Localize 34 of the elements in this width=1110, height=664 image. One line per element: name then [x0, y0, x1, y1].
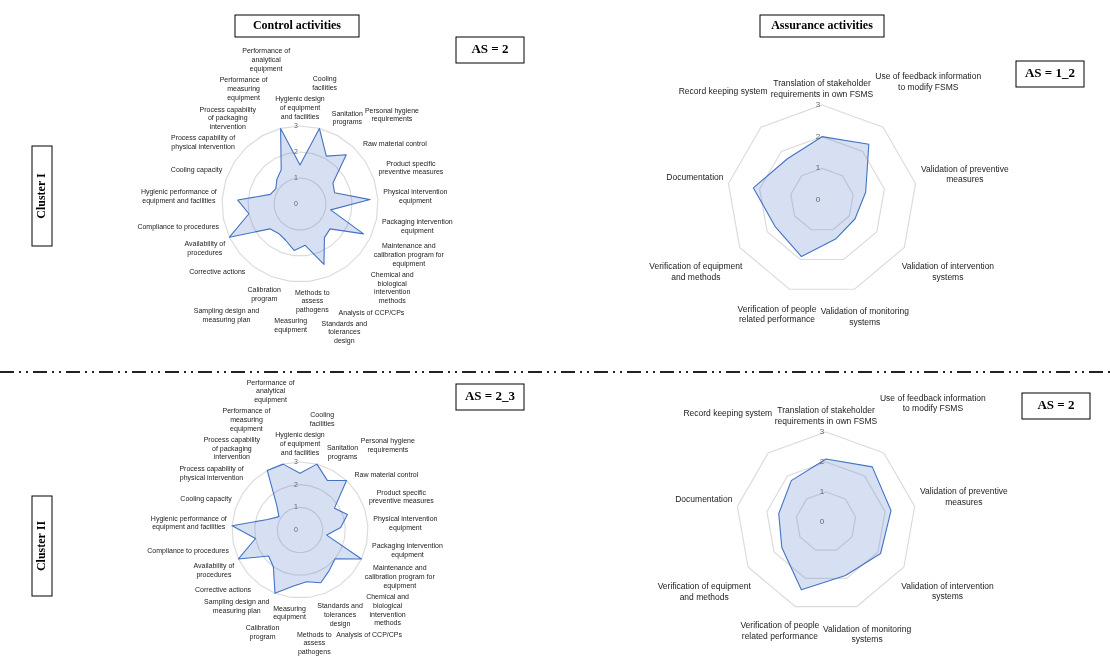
- y-tick-label: 2: [815, 131, 821, 141]
- text: AS = 2: [1037, 396, 1075, 412]
- y-tick-label: 3: [815, 100, 821, 110]
- y-tick-label: 0: [819, 517, 825, 527]
- spoke-label: Validation of preventive measures: [920, 486, 1009, 508]
- spoke-label: Validation of intervention systems: [901, 581, 995, 602]
- spoke-label: Verification of equipment and methods: [657, 581, 752, 602]
- text: AS = 1_2: [1024, 64, 1076, 80]
- chart-title: Assurance activities: [771, 17, 874, 32]
- spoke-label: Validation of intervention systems: [901, 261, 995, 283]
- y-tick-label: 0: [815, 195, 821, 205]
- spoke-label: Verification of people related performance: [740, 620, 820, 641]
- y-tick-label: 3: [819, 427, 825, 437]
- spoke-label: Translation of stakeholder requirements in own FSMS: [774, 405, 878, 426]
- chart-title: Control activities: [252, 17, 342, 32]
- text: Cluster I: [33, 172, 48, 219]
- spoke-label: Verification of equipment and methods: [649, 261, 744, 283]
- y-tick-label: 1: [815, 163, 821, 173]
- spoke-label: Validation of monitoring systems: [820, 306, 910, 328]
- spoke-label: Translation of stakeholder requirements in own FSMS: [770, 78, 874, 99]
- text: AS = 2_3: [464, 387, 516, 403]
- spoke-label: Record keeping system: [678, 85, 768, 96]
- spoke-label: Validation of preventive measures: [920, 163, 1009, 185]
- text: Cluster II: [33, 520, 48, 572]
- spoke-label: Documentation: [666, 171, 724, 182]
- y-tick-label: 2: [819, 457, 825, 467]
- y-tick-label: 1: [819, 487, 825, 497]
- spoke-label: Verification of people related performance: [737, 303, 817, 325]
- spoke-label: Record keeping system: [683, 408, 773, 419]
- spoke-label: Use of feedback information to modify FSMS: [879, 392, 987, 414]
- spoke-label: Documentation: [675, 494, 733, 505]
- text: AS = 2: [471, 40, 509, 56]
- spoke-label: Validation of monitoring systems: [822, 623, 912, 645]
- spoke-label: Use of feedback information to modify FSMS: [875, 71, 982, 93]
